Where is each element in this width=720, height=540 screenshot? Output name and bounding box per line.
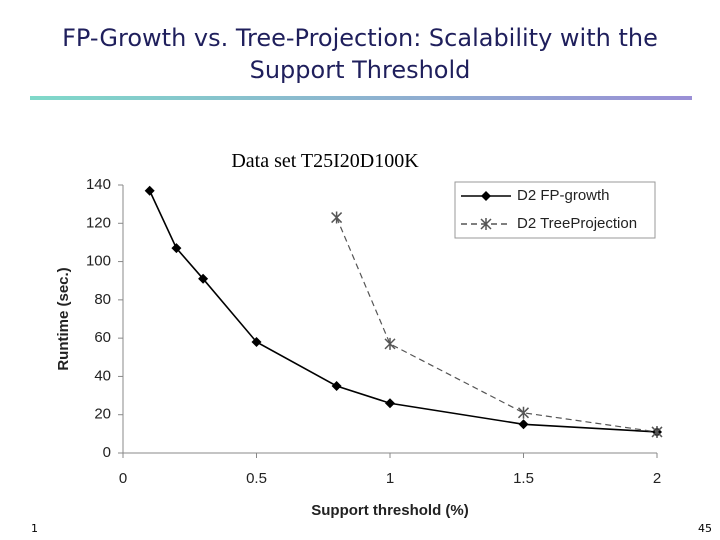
y-tick-label: 120 [86, 214, 111, 231]
point [384, 337, 396, 350]
chart-subtitle: Data set T25I20D100K [231, 150, 419, 172]
x-tick-label: 0.5 [246, 470, 267, 487]
point [331, 381, 342, 391]
slide-title: FP-Growth vs. Tree-Projection: Scalabili… [62, 24, 658, 84]
point [251, 336, 262, 347]
y-tick-label: 100 [86, 253, 111, 270]
series-line [148, 190, 658, 433]
legend-label: D2 FP-growth [517, 187, 610, 204]
point [171, 243, 182, 254]
footer-left: 1 [31, 522, 38, 535]
point [144, 185, 155, 196]
y-tick-label: 60 [94, 329, 111, 346]
legend-box [454, 181, 656, 239]
x-axis-label: Support threshold (%) [311, 502, 469, 519]
title-rule [30, 96, 692, 100]
legend-marker [481, 191, 491, 201]
y-tick-label: 40 [94, 367, 111, 384]
x-tick-label: 1.5 [513, 470, 534, 487]
x-tick-label: 2 [653, 470, 661, 487]
point [198, 273, 209, 284]
legend-label: D2 TreeProjection [517, 215, 637, 232]
y-tick-label: 140 [86, 176, 111, 193]
series-line [336, 217, 658, 433]
y-tick-label: 80 [94, 291, 111, 308]
point [331, 211, 343, 224]
point [651, 425, 663, 438]
point [517, 406, 530, 419]
y-axis-label: Runtime (sec.) [55, 267, 72, 370]
point [518, 419, 529, 430]
x-tick-label: 1 [386, 470, 394, 487]
x-tick-label: 0 [119, 470, 127, 487]
y-tick-label: 20 [94, 406, 111, 423]
point [385, 398, 395, 409]
y-tick-label: 0 [103, 444, 111, 461]
page-number: 45 [698, 522, 712, 535]
legend-marker [480, 218, 492, 230]
